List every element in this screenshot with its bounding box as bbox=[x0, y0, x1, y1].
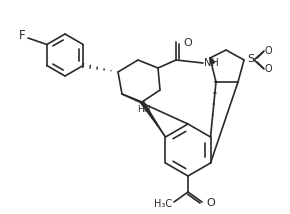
Text: S: S bbox=[247, 54, 254, 64]
Text: O: O bbox=[183, 38, 192, 48]
Text: HN: HN bbox=[137, 104, 151, 113]
Text: NH: NH bbox=[204, 58, 219, 68]
Text: O: O bbox=[264, 46, 272, 56]
Polygon shape bbox=[210, 58, 215, 64]
Text: H₃C: H₃C bbox=[154, 199, 172, 209]
Text: F: F bbox=[19, 28, 25, 42]
Text: O: O bbox=[206, 198, 215, 208]
Text: O: O bbox=[264, 64, 272, 74]
Polygon shape bbox=[140, 101, 166, 137]
